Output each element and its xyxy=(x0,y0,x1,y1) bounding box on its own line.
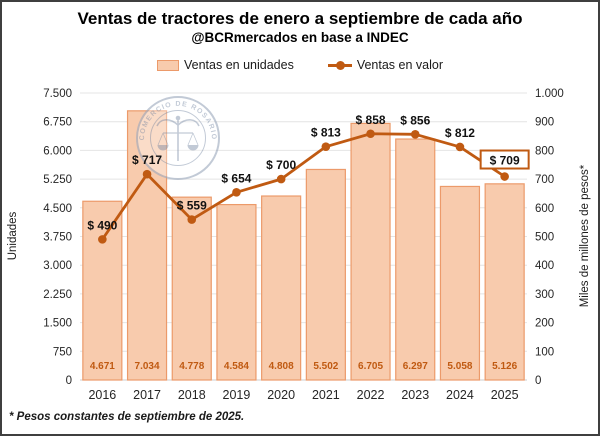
x-axis-label: 2023 xyxy=(401,388,429,402)
line-point-2021 xyxy=(321,142,331,151)
bar-2018 xyxy=(171,196,212,381)
line-point-2019 xyxy=(232,188,241,197)
left-axis-tick: 4.500 xyxy=(43,203,72,215)
left-axis-tick: 1.500 xyxy=(43,318,72,330)
x-axis-label: 2021 xyxy=(312,388,340,402)
bar-swatch-icon xyxy=(157,59,179,71)
line-point-2023 xyxy=(410,130,420,139)
left-axis-tick: 3.000 xyxy=(43,260,72,272)
bar-2023 xyxy=(395,138,436,381)
line-point-2025 xyxy=(500,172,509,181)
bar-2016 xyxy=(82,200,123,381)
line-value-label: $ 490 xyxy=(87,218,117,232)
line-value-label: $ 813 xyxy=(311,126,341,140)
right-axis-tick: 600 xyxy=(535,203,554,215)
left-axis-tick: 6.000 xyxy=(43,145,72,157)
legend-item-valor: Ventas en valor xyxy=(327,58,443,72)
chart-legend: Ventas en unidades Ventas en valor xyxy=(2,58,598,72)
bar-value-label: 5.502 xyxy=(313,361,338,372)
right-axis-tick: 0 xyxy=(535,375,541,387)
line-dot-swatch-icon xyxy=(327,60,352,70)
left-axis-tick: 750 xyxy=(53,346,72,358)
bar-value-label: 4.808 xyxy=(269,361,294,372)
right-axis-tick: 700 xyxy=(535,174,554,186)
right-axis-tick: 500 xyxy=(535,232,554,244)
left-axis-title: Unidades xyxy=(7,211,19,260)
seal-inner-circle xyxy=(150,110,206,166)
line-value-label: $ 717 xyxy=(132,153,162,167)
watermark-seal: COMERCIO DE ROSARIO xyxy=(136,96,220,180)
chart-area: 7.500 1.000 6.750 900 6.000 800 5.250 700 4.500 6… xyxy=(2,80,598,412)
x-axis-label: 2016 xyxy=(88,388,116,402)
right-axis-tick: 900 xyxy=(535,117,554,129)
line-point-2024 xyxy=(455,142,465,152)
line-value-label: $ 700 xyxy=(266,158,296,172)
line-series xyxy=(101,132,506,241)
line-marker-dot xyxy=(335,60,345,70)
x-axis-label: 2022 xyxy=(357,388,385,402)
bar-value-label: 6.705 xyxy=(358,361,383,372)
legend-label-valor: Ventas en valor xyxy=(356,58,443,72)
right-axis-tick: 300 xyxy=(535,289,554,301)
bar-2020 xyxy=(261,195,302,381)
right-axis-tick: 800 xyxy=(535,145,554,157)
caduceus-scales-icon xyxy=(156,115,200,161)
bar-value-label: 4.584 xyxy=(224,361,249,372)
right-axis-tick: 100 xyxy=(535,346,554,358)
right-axis-title: Miles de millones de pesos* xyxy=(579,164,591,307)
chart-subtitle: @BCRmercados en base a INDEC xyxy=(191,30,409,45)
line-value-label: $ 654 xyxy=(221,171,251,185)
line-value-label: $ 856 xyxy=(400,113,430,127)
left-axis-tick: 3.750 xyxy=(43,232,72,244)
bar-2025 xyxy=(484,183,525,381)
bar-2024 xyxy=(439,185,481,381)
bar-value-label: 7.034 xyxy=(135,361,160,372)
right-axis-tick: 200 xyxy=(535,318,554,330)
line-point-2017 xyxy=(142,169,152,179)
x-axis-label: 2017 xyxy=(133,388,161,402)
bar-value-label: 6.297 xyxy=(403,361,428,372)
legend-label-unidades: Ventas en unidades xyxy=(184,58,294,72)
left-axis-tick: 0 xyxy=(66,375,72,387)
x-axis-label: 2020 xyxy=(267,388,295,402)
left-axis-tick: 6.750 xyxy=(43,117,72,129)
bar-2017 xyxy=(126,110,168,381)
line-value-label-box xyxy=(479,149,530,170)
line-point-2018 xyxy=(187,215,197,224)
line-point-2016 xyxy=(98,235,107,244)
bar-2021 xyxy=(305,168,346,381)
x-axis-label: 2019 xyxy=(223,388,251,402)
bar-2019 xyxy=(216,203,257,381)
bar-2022 xyxy=(350,122,391,381)
line-value-label: $ 559 xyxy=(177,199,207,213)
line-point-2022 xyxy=(366,129,375,139)
bar-value-label: 4.778 xyxy=(179,361,204,372)
bar-value-label: 5.058 xyxy=(447,361,472,372)
x-axis-label: 2024 xyxy=(446,388,474,402)
footnote: * Pesos constantes de septiembre de 2025… xyxy=(9,411,245,423)
chart-svg: 7.500 1.000 6.750 900 6.000 800 5.250 700 4.500 6… xyxy=(7,88,591,402)
left-axis-tick: 5.250 xyxy=(43,174,72,186)
left-axis-tick: 7.500 xyxy=(43,88,72,100)
right-axis-tick: 400 xyxy=(535,260,554,272)
bar-value-label: 5.126 xyxy=(492,361,517,372)
x-axis-label: 2025 xyxy=(491,388,519,402)
left-axis-tick: 2.250 xyxy=(43,289,72,301)
line-value-label: $ 858 xyxy=(356,113,386,127)
x-axis-label: 2018 xyxy=(178,388,206,402)
chart-title: Ventas de tractores de enero a septiembr… xyxy=(77,9,523,28)
line-value-label: $ 709 xyxy=(490,154,520,168)
line-value-label: $ 812 xyxy=(445,126,475,140)
bar-value-label: 4.671 xyxy=(90,361,115,372)
right-axis-tick: 1.000 xyxy=(535,88,564,100)
line-point-2020 xyxy=(276,174,286,184)
legend-item-unidades: Ventas en unidades xyxy=(157,58,294,72)
